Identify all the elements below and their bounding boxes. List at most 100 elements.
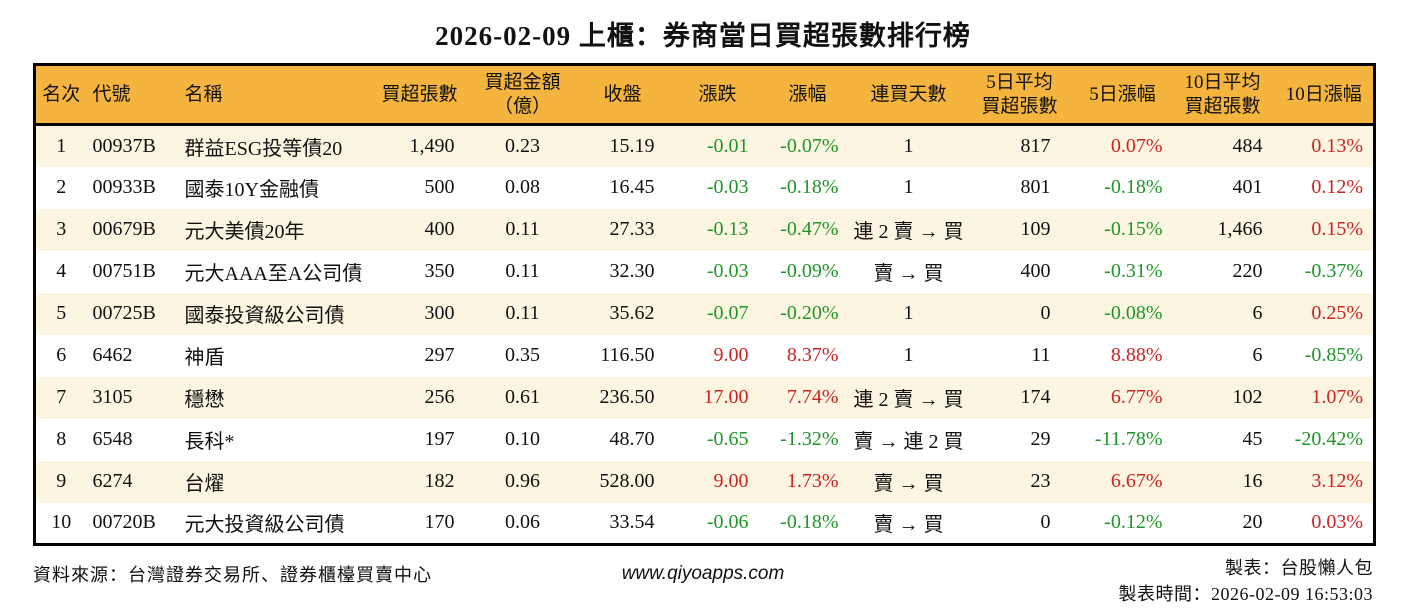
cell-pct10: -0.37%	[1304, 260, 1363, 282]
cell-name: 台燿	[184, 473, 225, 495]
cell-avg10: 16	[1242, 470, 1263, 492]
cell-avg5: 817	[1020, 134, 1051, 157]
col-header-avg5: 5日平均 買超張數	[964, 64, 1075, 126]
cell-buy_volume: 400	[424, 218, 455, 240]
cell-pct5: -0.15%	[1104, 218, 1163, 240]
cell-pct10: 3.12%	[1311, 470, 1363, 492]
cell-buy_volume: 500	[424, 176, 455, 198]
col-header-code: 代號	[86, 64, 169, 126]
cell-avg10: 401	[1232, 176, 1263, 198]
cell-name: 元大AAA至A公司債	[184, 263, 363, 285]
cell-rank: 1	[56, 134, 67, 157]
cell-avg10: 1,466	[1217, 218, 1263, 240]
cell-code: 00937B	[92, 134, 156, 157]
table-row: 10 00720B 元大投資級公司債 170 0.06 33.54 -0.06 -0.18% 賣…	[34, 502, 1375, 545]
cell-avg5: 0	[1040, 302, 1051, 324]
cell-buy_amount: 0.08	[505, 176, 540, 198]
cell-pct10: 0.03%	[1311, 511, 1363, 534]
col-header-rank: 名次	[34, 64, 87, 126]
col-header-change: 漲跌	[672, 64, 763, 126]
page-title: 2026-02-09 上櫃：券商當日買超張數排行榜	[435, 21, 971, 51]
cell-name: 國泰投資級公司債	[184, 305, 345, 327]
table-row: 5 00725B 國泰投資級公司債 300 0.11 35.62 -0.07 -0.20% 1 0…	[34, 292, 1375, 335]
cell-name: 元大投資級公司債	[184, 514, 345, 537]
col-header-close: 收盤	[572, 64, 673, 126]
cell-buy_amount: 0.11	[505, 302, 540, 324]
cell-pct10: -0.85%	[1304, 344, 1363, 366]
cell-change_pct: 7.74%	[786, 386, 839, 408]
cell-close: 528.00	[599, 470, 655, 492]
table-row: 2 00933B 國泰10Y金融債 500 0.08 16.45 -0.03 -0.18% 1 8…	[34, 166, 1375, 209]
col-header-pct5: 5日漲幅	[1074, 64, 1171, 126]
cell-rank: 2	[56, 176, 67, 198]
cell-pct10: -20.42%	[1294, 428, 1363, 450]
cell-close: 16.45	[609, 176, 655, 198]
cell-avg5: 801	[1020, 176, 1051, 198]
cell-buy_volume: 170	[424, 511, 455, 534]
cell-change_pct: -0.18%	[780, 176, 839, 198]
cell-pct5: -0.31%	[1104, 260, 1163, 282]
made-time-note: 製表時間：2026-02-09 16:53:03	[1118, 584, 1373, 605]
col-header-change_pct: 漲幅	[762, 64, 853, 126]
cell-streak: 連 2 賣 → 買	[853, 221, 964, 243]
cell-buy_amount: 0.35	[505, 344, 540, 366]
cell-buy_amount: 0.06	[505, 511, 540, 534]
data-source-note: 資料來源：台灣證券交易所、證券櫃檯買賣中心	[33, 565, 432, 585]
col-header-name: 名稱	[168, 64, 367, 126]
table-row: 6 6462 神盾 297 0.35 116.50 9.00 8.37% 1 11 8.88% 6 -0…	[34, 334, 1375, 377]
cell-avg10: 45	[1242, 428, 1263, 450]
cell-buy_volume: 182	[424, 470, 455, 492]
table-header: 名次 代號 名稱 買超張數 買超金額 （億） 收盤 漲跌 漲幅 連買天數 5日平均 買超張數 5日漲…	[34, 64, 1375, 126]
cell-buy_volume: 350	[424, 260, 455, 282]
cell-streak: 賣 → 買	[873, 263, 944, 285]
cell-close: 15.19	[609, 134, 655, 157]
cell-rank: 8	[56, 428, 67, 450]
cell-close: 116.50	[600, 344, 655, 366]
cell-buy_amount: 0.61	[505, 386, 540, 408]
cell-close: 27.33	[609, 218, 655, 240]
credits-block: 製表：台股懶人包 製表時間：2026-02-09 16:53:03	[784, 555, 1373, 607]
table-row: 7 3105 穩懋 256 0.61 236.50 17.00 7.74% 連 2 賣 → 買 1…	[34, 376, 1375, 419]
cell-rank: 10	[51, 511, 72, 534]
cell-buy_volume: 256	[424, 386, 455, 408]
cell-avg10: 6	[1252, 344, 1263, 366]
table-row: 3 00679B 元大美債20年 400 0.11 27.33 -0.13 -0.47% 連 2…	[34, 208, 1375, 251]
cell-rank: 9	[56, 470, 67, 492]
cell-buy_amount: 0.11	[505, 218, 540, 240]
cell-name: 神盾	[184, 347, 225, 369]
cell-pct10: 1.07%	[1311, 386, 1363, 408]
cell-streak: 1	[903, 302, 914, 324]
cell-streak: 連 2 賣 → 買	[853, 389, 964, 411]
cell-code: 00933B	[92, 176, 156, 198]
maker-note: 製表：台股懶人包	[1225, 558, 1373, 578]
cell-change: -0.06	[706, 511, 749, 534]
cell-pct5: -0.18%	[1104, 176, 1163, 198]
cell-change: -0.03	[706, 260, 749, 282]
cell-pct5: -0.08%	[1104, 302, 1163, 324]
cell-name: 長科*	[184, 431, 235, 453]
cell-streak: 1	[903, 344, 914, 366]
cell-change_pct: -0.07%	[780, 134, 839, 157]
cell-change_pct: -0.47%	[780, 218, 839, 240]
cell-change: -0.01	[706, 134, 749, 157]
cell-buy_amount: 0.23	[505, 134, 540, 157]
cell-name: 穩懋	[184, 389, 225, 411]
col-header-avg10: 10日平均 買超張數	[1170, 64, 1275, 126]
col-header-streak: 連買天數	[852, 64, 965, 126]
cell-buy_volume: 297	[424, 344, 455, 366]
cell-avg5: 11	[1031, 344, 1051, 366]
cell-pct5: 8.88%	[1110, 344, 1163, 366]
website-text: www.qiyoapps.com	[621, 563, 785, 584]
cell-buy_volume: 1,490	[409, 134, 455, 157]
cell-close: 236.50	[599, 386, 655, 408]
cell-change_pct: -0.18%	[780, 511, 839, 534]
cell-pct10: 0.25%	[1311, 302, 1363, 324]
cell-close: 33.54	[609, 511, 655, 534]
cell-avg5: 29	[1030, 428, 1051, 450]
header-row: 名次 代號 名稱 買超張數 買超金額 （億） 收盤 漲跌 漲幅 連買天數 5日平均 買超張數 5日漲…	[34, 64, 1375, 126]
cell-buy_volume: 300	[424, 302, 455, 324]
table-body: 1 00937B 群益ESG投等債20 1,490 0.23 15.19 -0.01 -0.0…	[34, 124, 1375, 545]
cell-rank: 4	[56, 260, 67, 282]
cell-change: -0.65	[706, 428, 749, 450]
cell-close: 48.70	[609, 428, 655, 450]
